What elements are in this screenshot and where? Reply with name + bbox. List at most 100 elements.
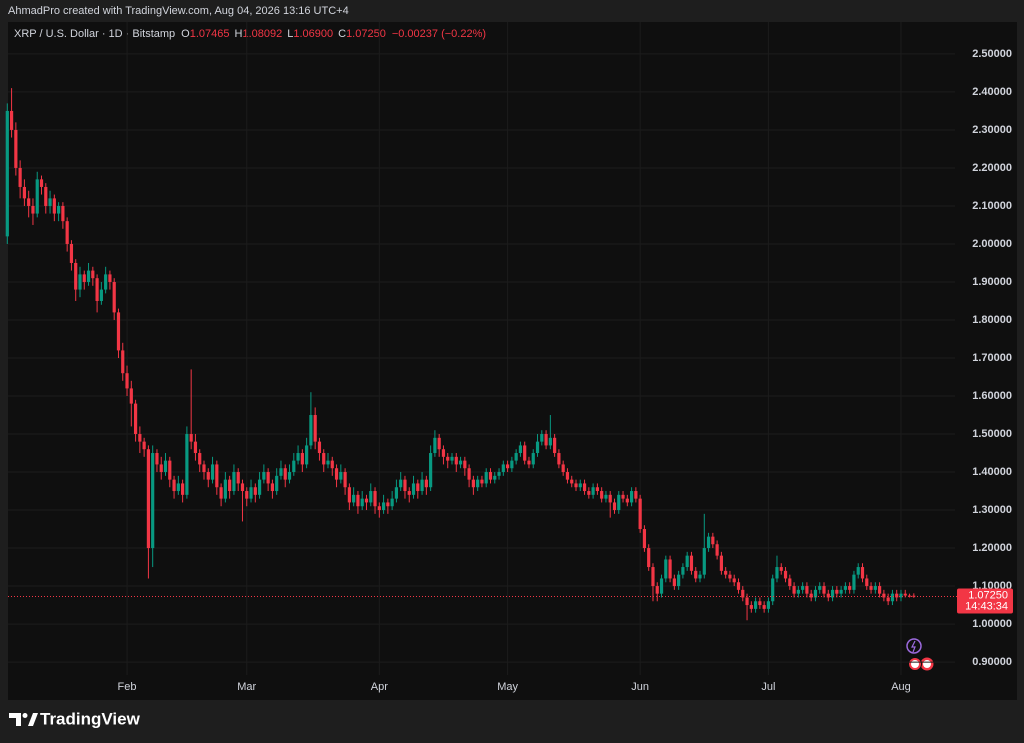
legend-key: H	[235, 28, 243, 40]
candle-body	[228, 479, 232, 492]
legend-key: C	[338, 28, 346, 40]
candle-body	[754, 601, 758, 609]
candle-body	[390, 498, 394, 507]
candle-body	[215, 464, 219, 488]
y-tick-label: 1.60000	[972, 390, 1012, 402]
candle-body	[168, 460, 172, 480]
candle-body	[869, 586, 873, 590]
candle-body	[253, 487, 257, 495]
candle-body	[249, 487, 253, 499]
candle-body	[279, 468, 283, 476]
candle-body	[694, 570, 698, 579]
candle-body	[463, 460, 467, 469]
candle-body	[647, 548, 651, 568]
candle-body	[724, 570, 728, 575]
candle-body	[339, 472, 343, 480]
y-tick-label: 2.30000	[972, 124, 1012, 136]
candle-body	[121, 350, 125, 374]
x-tick-label: Jul	[761, 681, 775, 693]
candle-body	[698, 574, 702, 579]
candle-body	[608, 494, 612, 503]
candle-body	[783, 570, 788, 579]
x-tick-label: Apr	[371, 681, 388, 693]
candle-body	[35, 179, 39, 214]
candle-body	[78, 274, 82, 290]
countdown: 14:43:34	[965, 600, 1008, 612]
candle-body	[878, 586, 882, 594]
candle-body	[527, 460, 531, 465]
candle-body	[91, 270, 95, 279]
candle-body	[283, 468, 287, 480]
candle-body	[223, 479, 227, 499]
y-tick-label: 2.40000	[972, 86, 1012, 98]
candle-body	[634, 491, 638, 499]
candle-body	[600, 491, 604, 499]
candle-body	[813, 589, 818, 598]
candle-body	[689, 555, 694, 571]
candle-body	[480, 479, 484, 484]
candle-body	[501, 464, 505, 473]
y-tick-label: 2.20000	[972, 162, 1012, 174]
candle-body	[300, 453, 304, 465]
candle-body	[681, 567, 685, 575]
candle-body	[240, 483, 245, 492]
y-tick-label: 1.70000	[972, 352, 1012, 364]
candle-body	[497, 472, 501, 476]
candle-body	[809, 593, 813, 598]
y-tick-label: 2.10000	[972, 200, 1012, 212]
candle-body	[236, 472, 240, 484]
candle-body	[296, 453, 300, 461]
candle-body	[116, 312, 121, 351]
candle-body	[245, 491, 249, 499]
candle-body	[369, 491, 373, 503]
candle-body	[206, 472, 210, 480]
candle-body	[322, 453, 326, 465]
candle-body	[758, 601, 762, 606]
candle-body	[133, 403, 138, 435]
candle-body	[629, 491, 634, 503]
candle-body	[176, 483, 180, 492]
candle-body	[129, 388, 133, 404]
attribution: AhmadPro created with TradingView.com, A…	[8, 5, 349, 17]
candle-body	[471, 479, 475, 488]
candle-body	[219, 487, 223, 499]
candle-body	[159, 464, 163, 473]
candle-body	[745, 597, 749, 606]
candle-body	[65, 221, 69, 244]
candle-body	[326, 460, 330, 465]
candle-body	[9, 110, 14, 130]
candle-body	[835, 589, 839, 594]
candle-body	[193, 441, 198, 454]
candle-body	[685, 555, 689, 568]
candle-body	[578, 483, 582, 488]
candle-body	[313, 415, 317, 442]
candle-body	[330, 460, 334, 469]
candle-body	[886, 597, 890, 602]
candle-body	[270, 483, 275, 492]
candle-body	[912, 595, 916, 597]
candle-body	[86, 270, 91, 282]
candle-body	[352, 494, 356, 503]
candle-body	[377, 506, 381, 511]
candle-body	[638, 498, 642, 530]
brand: TradingView	[40, 709, 141, 728]
candle-body	[39, 179, 44, 187]
candle-body	[779, 567, 783, 571]
candle-body	[5, 110, 9, 237]
candle-body	[882, 593, 886, 598]
candle-body	[570, 479, 574, 484]
candle-body	[403, 479, 407, 492]
candle-body	[826, 593, 830, 598]
candle-body	[104, 274, 108, 290]
candle-body	[792, 586, 796, 594]
candle-body	[262, 472, 266, 480]
candle-body	[334, 468, 339, 480]
candle-body	[493, 475, 497, 480]
candle-body	[407, 491, 411, 495]
candle-body	[540, 434, 544, 442]
candle-body	[488, 472, 493, 480]
candle-body	[394, 487, 399, 499]
candle-body	[343, 472, 347, 488]
